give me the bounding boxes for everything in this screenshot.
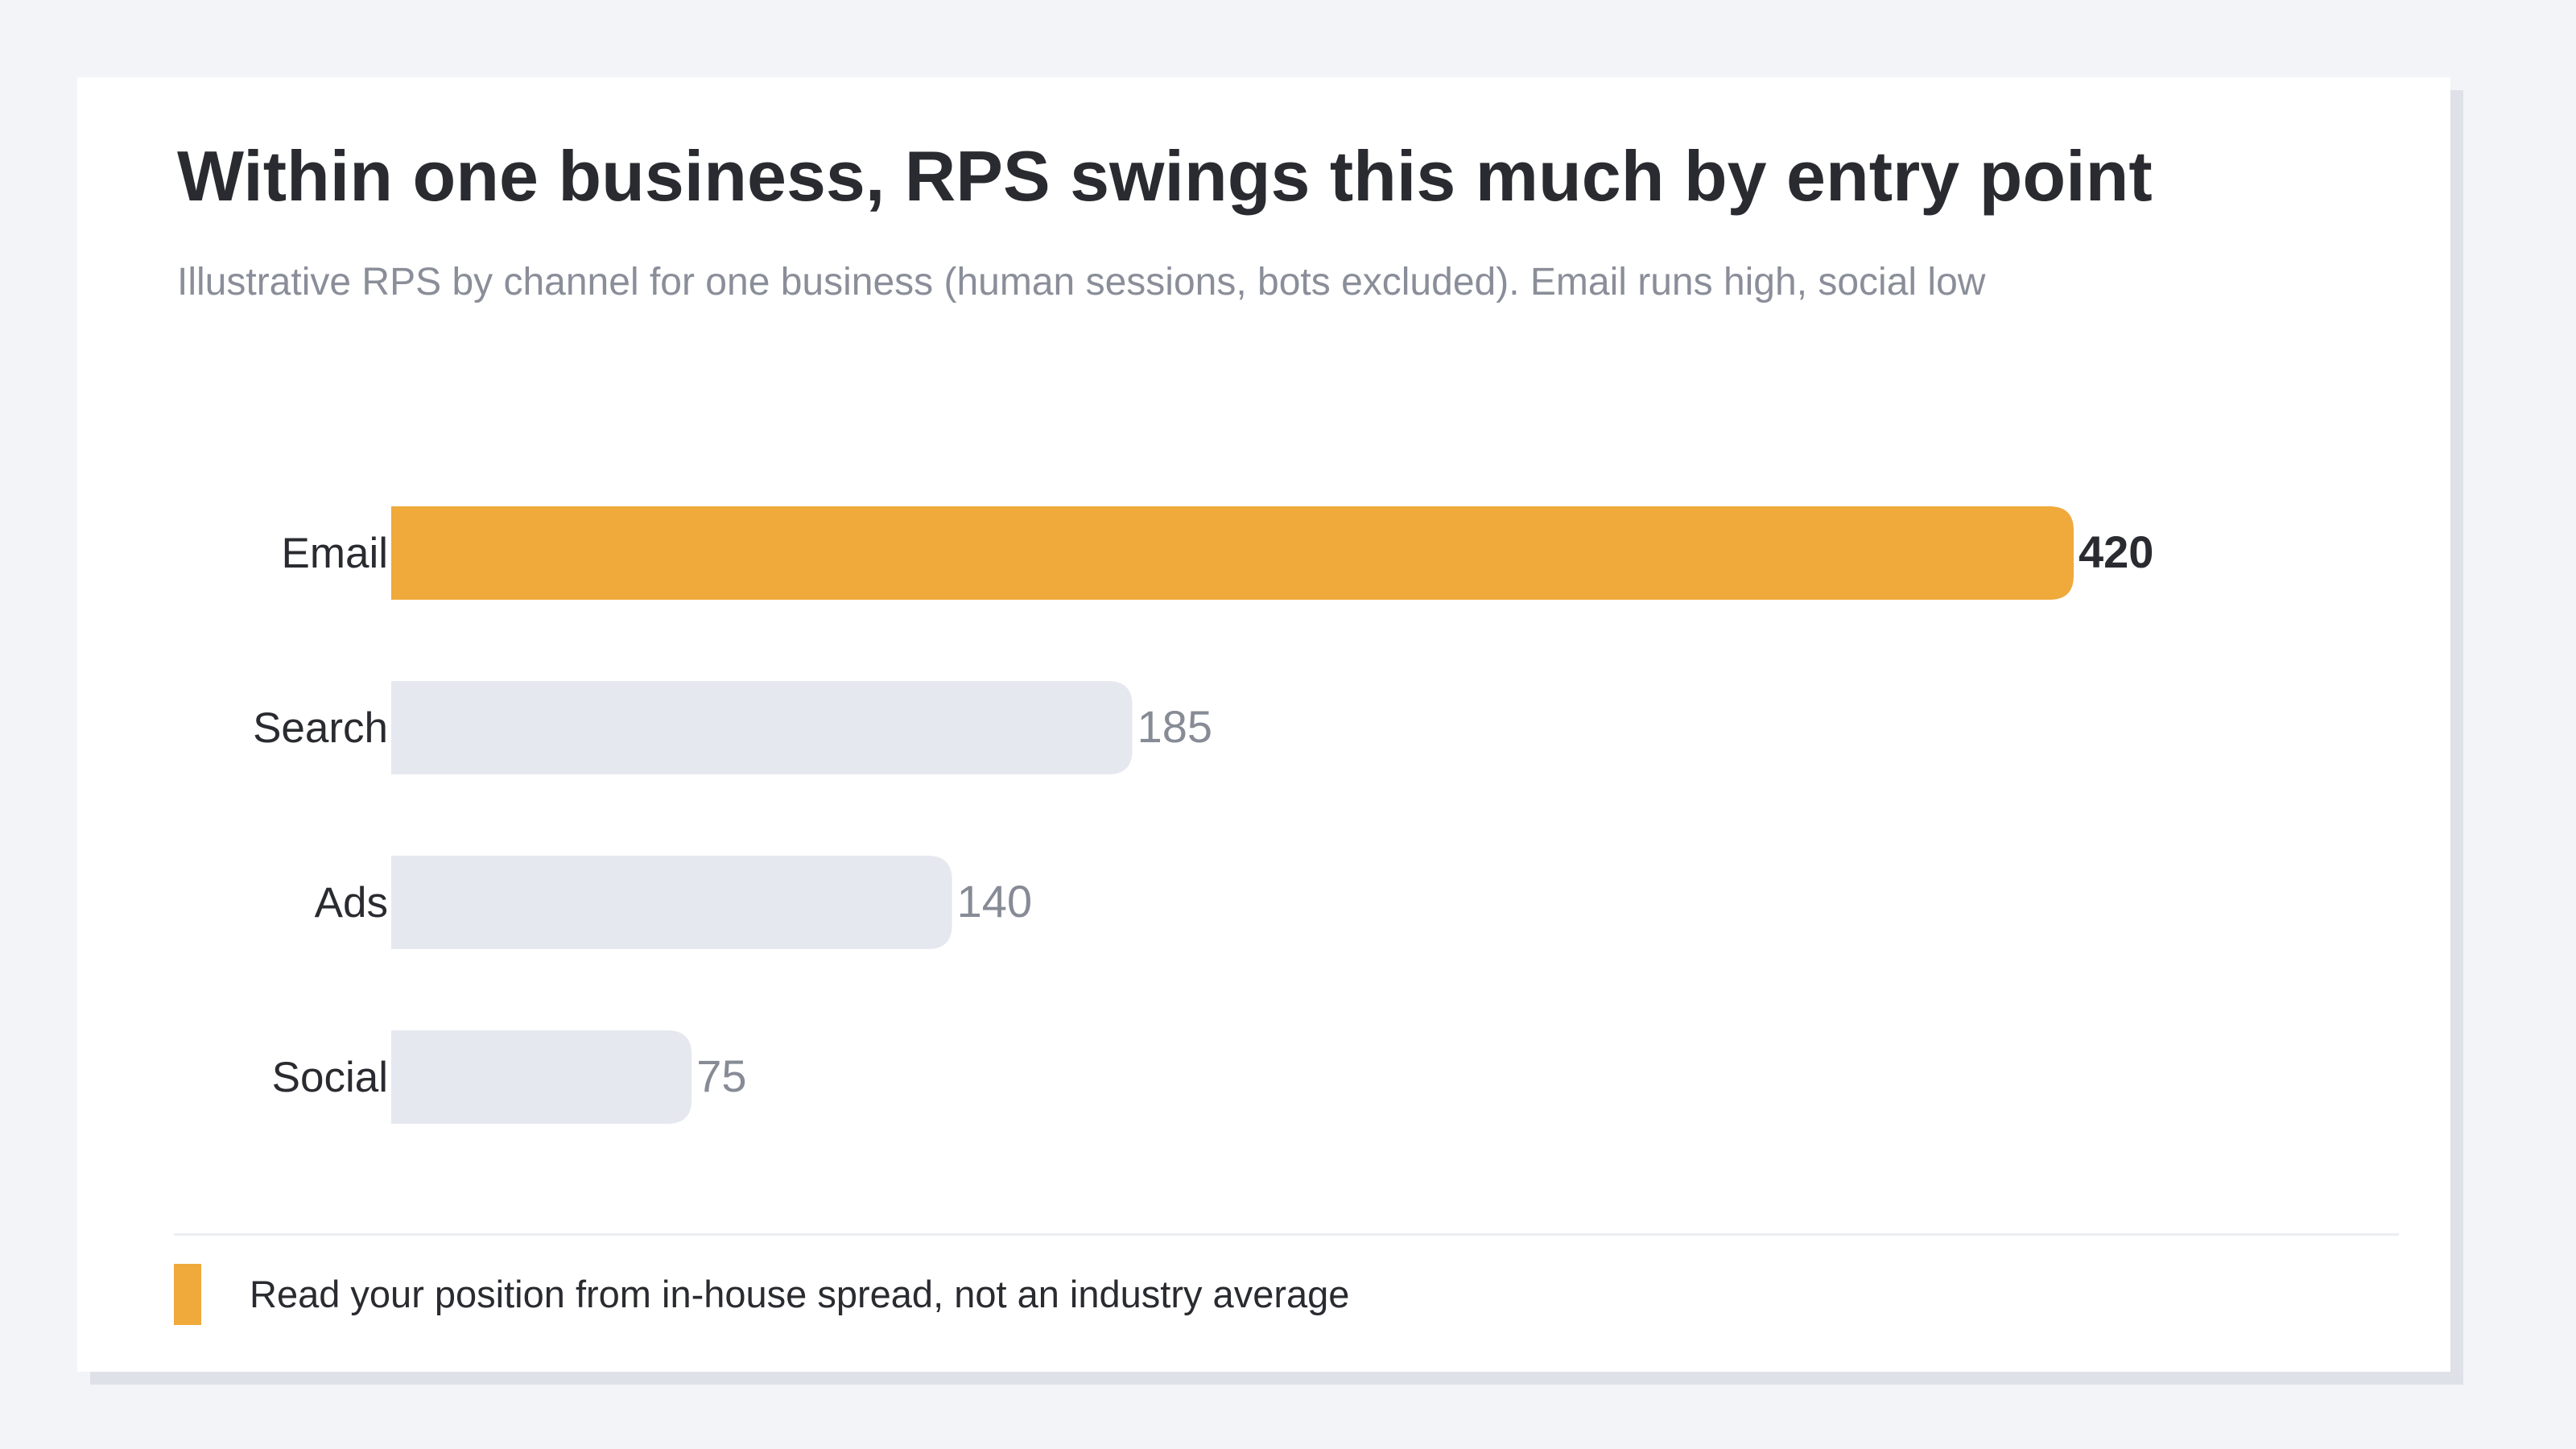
value-label-search: 185 [1137,701,1212,752]
bar-social [391,1030,692,1124]
value-label-ads: 140 [957,876,1032,927]
bar-search [391,681,1133,774]
chart-subtitle: Illustrative RPS by channel for one busi… [177,261,1986,303]
chart-card: Within one business, RPS swings this muc… [77,77,2450,1372]
legend-swatch [174,1264,201,1325]
chart-title: Within one business, RPS swings this muc… [177,136,2153,216]
divider [174,1233,2399,1236]
value-label-social: 75 [696,1051,746,1101]
bar-ads [391,856,952,949]
category-label-ads: Ads [315,879,388,927]
bar-chart: Email 420 Search 185 Ads 140 Social 75 [253,506,2153,1124]
bar-email [391,506,2074,600]
category-label-social: Social [272,1054,388,1101]
legend-text: Read your position from in-house spread,… [250,1273,1350,1315]
category-label-search: Search [253,704,388,752]
category-label-email: Email [281,530,388,577]
value-label-email: 420 [2079,526,2153,577]
